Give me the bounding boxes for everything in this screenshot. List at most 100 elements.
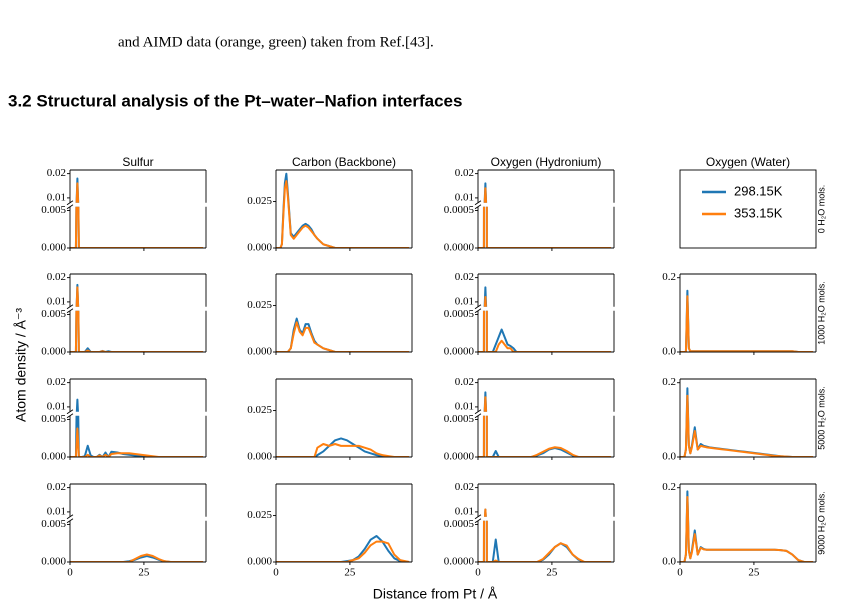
density-line: [70, 415, 204, 458]
density-line: [70, 206, 204, 248]
y-tick-label: 0.005: [41, 518, 66, 530]
y-tick-label: 0.005: [41, 308, 66, 320]
density-line: [483, 508, 487, 517]
density-line: [75, 398, 79, 412]
x-axis-label: Distance from Pt / Å: [373, 586, 498, 602]
density-line: [276, 535, 410, 562]
section-heading: 3.2 Structural analysis of the Pt–water–…: [8, 91, 462, 110]
density-line: [70, 310, 204, 353]
x-tick-label: 0: [475, 567, 481, 579]
y-tick-label: 0.000: [41, 242, 66, 254]
y-tick-label: 0.02: [47, 376, 66, 388]
y-tick-label: 0.02: [47, 167, 66, 179]
y-tick-label: 0.000: [41, 556, 66, 568]
y-tick-label: 0.01: [47, 400, 66, 412]
density-line: [680, 496, 814, 562]
row-label: 1000 H₂O mols.: [816, 281, 826, 345]
y-tick-label: 0.01: [455, 295, 474, 307]
y-tick-label: 0.000: [247, 556, 272, 568]
y-tick-label: 0.0000: [444, 242, 475, 254]
y-tick-label: 0.01: [455, 191, 474, 203]
density-line: [75, 286, 80, 307]
y-tick-label: 0.025: [247, 509, 272, 521]
axis-break: [474, 514, 482, 520]
density-line: [478, 520, 612, 563]
y-tick-label: 0.000: [247, 242, 272, 254]
y-tick-label: 0.005: [41, 204, 66, 216]
density-line: [70, 534, 203, 536]
x-tick-label: 0: [273, 567, 279, 579]
density-line: [483, 396, 488, 412]
row-label: 5000 H₂O mols.: [816, 386, 826, 450]
axis-break: [66, 200, 74, 206]
y-tick-label: 0.000: [41, 346, 66, 358]
density-line: [483, 296, 487, 307]
density-line: [75, 182, 80, 203]
density-line: [276, 321, 410, 352]
density-line: [478, 520, 612, 563]
y-tick-label: 0.02: [47, 271, 66, 283]
density-line: [276, 540, 410, 562]
y-tick-label: 0.02: [455, 271, 474, 283]
y-tick-label: 0.0005: [444, 308, 475, 320]
y-tick-label: 0.005: [41, 413, 66, 425]
column-title: Carbon (Backbone): [292, 155, 396, 169]
y-tick-label: 0.000: [247, 451, 272, 463]
column-title: Oxygen (Water): [706, 155, 790, 169]
axis-break: [66, 514, 74, 520]
density-line: [478, 310, 612, 353]
y-tick-label: 0.2: [662, 271, 676, 283]
legend-box: [679, 169, 817, 249]
y-tick-label: 0.01: [47, 505, 66, 517]
y-tick-label: 0.0: [662, 451, 676, 463]
density-line: [483, 187, 488, 203]
axis-break: [66, 409, 74, 415]
density-line: [70, 422, 203, 431]
y-tick-label: 0.01: [47, 191, 66, 203]
y-tick-label: 0.02: [455, 481, 474, 493]
density-line: [478, 206, 612, 248]
density-line: [680, 394, 814, 457]
y-tick-label: 0.0005: [444, 518, 475, 530]
density-line: [478, 415, 612, 458]
density-line: [680, 295, 814, 352]
y-tick-label: 0.025: [247, 299, 272, 311]
density-line: [276, 437, 410, 457]
column-title: Sulfur: [122, 155, 153, 169]
axis-break: [66, 304, 74, 310]
density-line: [70, 206, 204, 248]
y-tick-label: 0.02: [455, 167, 474, 179]
y-tick-label: 0.2: [662, 376, 676, 388]
legend-label: 353.15K: [734, 205, 783, 220]
y-tick-label: 0.025: [247, 195, 272, 207]
density-line: [483, 182, 488, 203]
x-tick-label: 25: [748, 567, 760, 579]
density-line: [478, 206, 612, 248]
axis-break: [474, 200, 482, 206]
x-tick-label: 25: [344, 567, 356, 579]
y-tick-label: 0.2: [662, 481, 676, 493]
density-line: [75, 283, 80, 307]
x-tick-label: 0: [67, 567, 73, 579]
density-line: [70, 553, 204, 563]
density-line: [276, 443, 410, 457]
density-line: [483, 508, 487, 517]
y-axis-label: Atom density / Å⁻³: [13, 308, 29, 422]
y-tick-label: 0.000: [247, 346, 272, 358]
row-label: 0 H₂O mols.: [816, 185, 826, 234]
y-tick-label: 0.01: [455, 505, 474, 517]
y-tick-label: 0.0: [662, 556, 676, 568]
legend-label: 298.15K: [734, 183, 783, 198]
y-tick-label: 0.0: [662, 346, 676, 358]
y-tick-label: 0.025: [247, 404, 272, 416]
y-tick-label: 0.0000: [444, 451, 475, 463]
y-tick-label: 0.0005: [444, 204, 475, 216]
density-line: [75, 177, 80, 203]
x-tick-label: 25: [138, 567, 150, 579]
density-line: [483, 286, 488, 307]
y-tick-label: 0.02: [455, 376, 474, 388]
column-title: Oxygen (Hydronium): [491, 155, 602, 169]
row-label: 9000 H₂O mols.: [816, 491, 826, 555]
